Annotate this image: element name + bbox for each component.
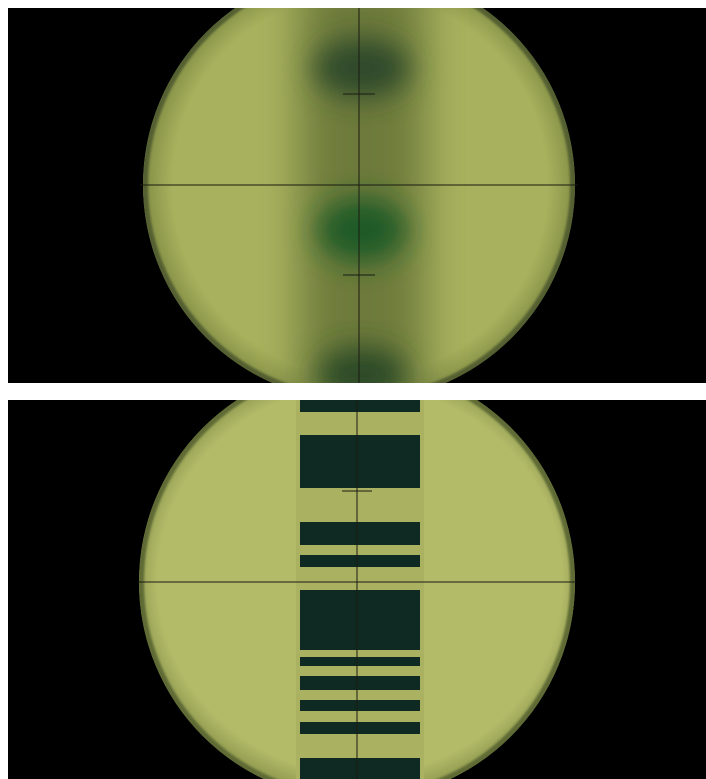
- staff-bar: [300, 758, 420, 779]
- staff-bar: [300, 400, 420, 412]
- staff-bars: [300, 400, 420, 779]
- blurred-view: [8, 8, 706, 383]
- staff-bar: [300, 555, 420, 567]
- staff-bar: [300, 676, 420, 690]
- staff-bar: [300, 435, 420, 488]
- staff-bar: [300, 657, 420, 666]
- blurred-bar: [317, 347, 407, 383]
- staff-bar: [300, 700, 420, 711]
- staff: [296, 400, 424, 779]
- blurred-bar: [314, 38, 410, 98]
- separator: [0, 383, 706, 400]
- staff-bar: [300, 590, 420, 650]
- blurred-bar: [317, 198, 407, 262]
- staff-bar: [300, 722, 420, 734]
- staff-bar: [300, 522, 420, 545]
- focused-view: [8, 400, 706, 779]
